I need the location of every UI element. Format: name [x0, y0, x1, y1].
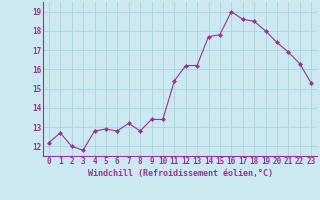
X-axis label: Windchill (Refroidissement éolien,°C): Windchill (Refroidissement éolien,°C) [87, 169, 273, 178]
